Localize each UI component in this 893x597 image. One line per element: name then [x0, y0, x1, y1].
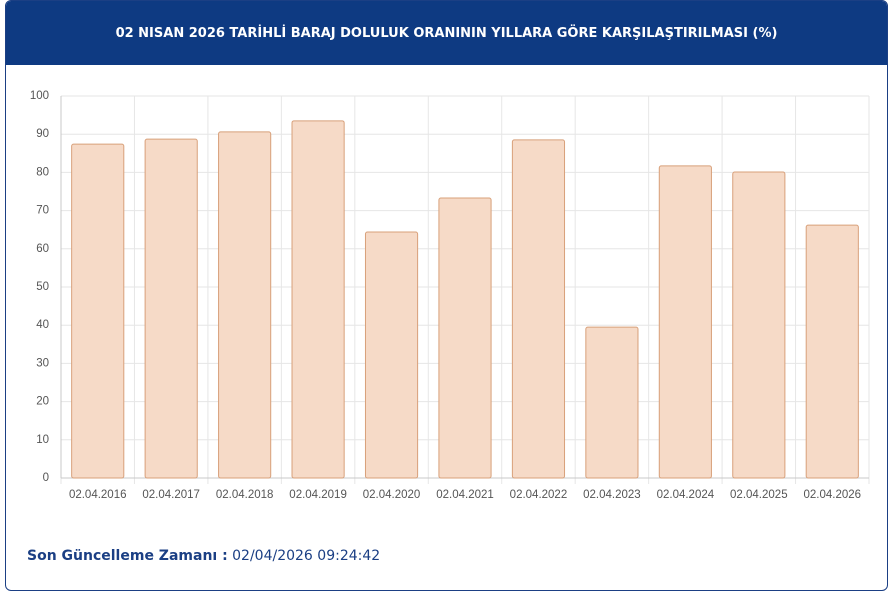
x-tick-label: 02.04.2024 — [657, 489, 715, 501]
x-tick-label: 02.04.2022 — [510, 489, 568, 501]
x-tick-label: 02.04.2020 — [363, 489, 421, 501]
y-tick-label: 20 — [36, 396, 49, 408]
bar — [364, 231, 419, 479]
y-tick-label: 70 — [36, 205, 49, 217]
y-tick-label: 50 — [36, 281, 49, 293]
y-tick-label: 30 — [36, 357, 49, 369]
chart-title: 02 NISAN 2026 TARİHLİ BARAJ DOLULUK ORAN… — [6, 1, 887, 65]
footer: Son Güncelleme Zamanı : 02/04/2026 09:24… — [27, 548, 380, 564]
bar — [732, 171, 786, 479]
bar — [144, 138, 198, 479]
chart-card: 02 NISAN 2026 TARİHLİ BARAJ DOLULUK ORAN… — [5, 0, 888, 591]
y-tick-label: 100 — [30, 90, 49, 102]
bar — [71, 143, 125, 479]
bar — [438, 197, 492, 479]
bar — [805, 224, 859, 479]
x-tick-label: 02.04.2017 — [142, 489, 200, 501]
bar — [218, 131, 272, 479]
chart: 0 10 20 30 40 50 60 70 80 90 100 02.04.2016 02.04.20… — [30, 90, 870, 501]
x-tick-label: 02.04.2019 — [289, 489, 347, 501]
bar — [291, 120, 345, 479]
bar — [511, 139, 566, 479]
y-tick-label: 10 — [36, 434, 49, 446]
bar — [658, 165, 712, 479]
x-tick-label: 02.04.2025 — [730, 489, 788, 501]
y-tick-label: 0 — [43, 472, 49, 484]
x-tick-label: 02.04.2026 — [803, 489, 861, 501]
bar — [585, 326, 639, 479]
x-tick-label: 02.04.2023 — [583, 489, 641, 501]
y-tick-label: 90 — [36, 128, 49, 140]
y-tick-label: 40 — [36, 319, 49, 331]
y-tick-label: 60 — [36, 243, 49, 255]
footer-value: 02/04/2026 09:24:42 — [232, 548, 381, 564]
footer-label: Son Güncelleme Zamanı : — [27, 548, 228, 564]
y-tick-label: 80 — [36, 166, 49, 178]
x-tick-label: 02.04.2016 — [69, 489, 127, 501]
x-tick-label: 02.04.2018 — [216, 489, 274, 501]
x-tick-label: 02.04.2021 — [436, 489, 494, 501]
